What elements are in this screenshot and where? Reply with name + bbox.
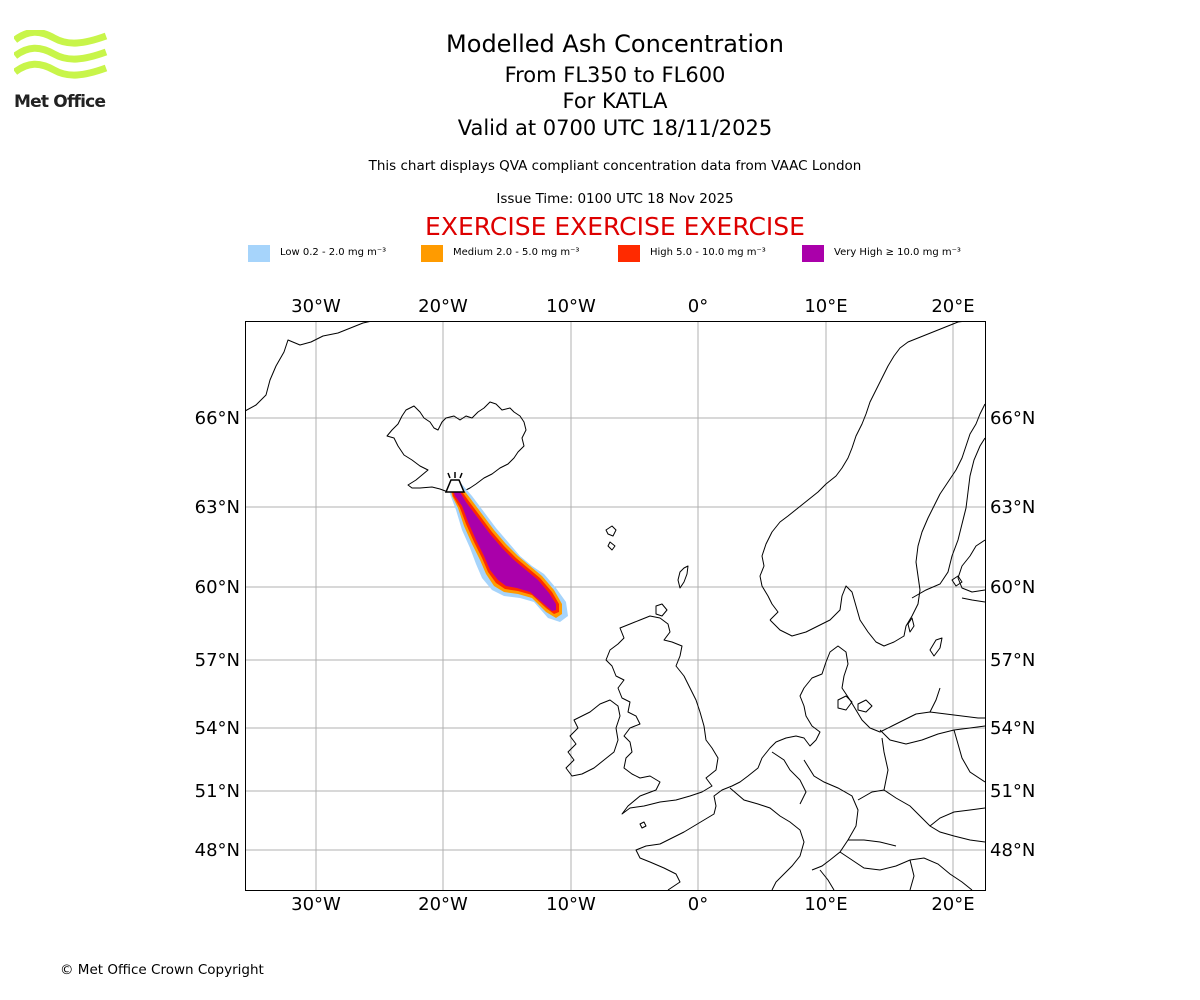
description: This chart displays QVA compliant concen… xyxy=(368,158,862,174)
coast-great-britain xyxy=(605,615,719,815)
lon-label-top-0: 0° xyxy=(688,296,708,317)
graticule xyxy=(245,321,985,890)
lat-label-left-51n: 51°N xyxy=(195,781,240,802)
volcano-name: For KATLA xyxy=(562,89,668,113)
legend-label-low: Low 0.2 - 2.0 mg m⁻³ xyxy=(280,247,387,258)
lat-label-left-63n: 63°N xyxy=(195,497,240,518)
met-office-logo: Met Office xyxy=(12,28,108,112)
valid-time: Valid at 0700 UTC 18/11/2025 xyxy=(457,116,773,140)
lon-label-bottom-20w: 20°W xyxy=(418,894,468,915)
copyright: © Met Office Crown Copyright xyxy=(60,962,264,978)
lat-label-right-63n: 63°N xyxy=(990,497,1035,518)
coastlines xyxy=(245,321,985,890)
lon-label-bottom-20e: 20°E xyxy=(931,894,974,915)
level-range: From FL350 to FL600 xyxy=(504,63,726,87)
lat-label-right-48n: 48°N xyxy=(990,840,1035,861)
coast-iceland xyxy=(386,401,527,493)
lon-label-bottom-30w: 30°W xyxy=(291,894,341,915)
coast-continent xyxy=(635,645,985,890)
lon-label-top-20w: 20°W xyxy=(418,296,468,317)
lat-label-left-57n: 57°N xyxy=(195,650,240,671)
coast-norway xyxy=(759,321,967,621)
coast-faroe xyxy=(605,525,617,537)
legend-swatch-low xyxy=(248,245,270,262)
coast-ireland xyxy=(565,699,621,777)
issue-time: Issue Time: 0100 UTC 18 Nov 2025 xyxy=(496,191,734,207)
plume-very-high xyxy=(452,487,556,611)
coast-shetland xyxy=(677,565,689,589)
chart-title: Modelled Ash Concentration xyxy=(446,30,784,58)
legend-label-high: High 5.0 - 10.0 mg m⁻³ xyxy=(650,247,766,258)
met-office-wave-icon xyxy=(12,28,108,79)
lat-label-right-54n: 54°N xyxy=(990,718,1035,739)
lat-label-left-66n: 66°N xyxy=(195,408,240,429)
lat-label-right-60n: 60°N xyxy=(990,577,1035,598)
lat-label-left-54n: 54°N xyxy=(195,718,240,739)
lat-label-right-66n: 66°N xyxy=(990,408,1035,429)
lat-label-left-60n: 60°N xyxy=(195,577,240,598)
lon-label-bottom-10w: 10°W xyxy=(546,894,596,915)
coast-finland xyxy=(957,539,985,593)
lon-label-top-10w: 10°W xyxy=(546,296,596,317)
legend-label-medium: Medium 2.0 - 5.0 mg m⁻³ xyxy=(453,247,580,258)
lon-label-top-30w: 30°W xyxy=(291,296,341,317)
ash-plume xyxy=(449,482,568,622)
coast-greenland xyxy=(245,321,373,412)
lon-label-top-20e: 20°E xyxy=(931,296,974,317)
lon-label-top-10e: 10°E xyxy=(804,296,847,317)
country-borders xyxy=(729,437,985,890)
coast-sweden xyxy=(769,403,985,647)
volcano-icon xyxy=(444,472,466,493)
map-frame xyxy=(245,321,986,891)
exercise-banner: EXERCISE EXERCISE EXERCISE xyxy=(425,212,805,241)
legend-swatch-very-high xyxy=(802,245,824,262)
lon-label-bottom-10e: 10°E xyxy=(804,894,847,915)
lat-label-left-48n: 48°N xyxy=(195,840,240,861)
legend-swatch-high xyxy=(618,245,640,262)
logo-text: Met Office xyxy=(14,92,106,112)
lon-label-bottom-0: 0° xyxy=(688,894,708,915)
lat-label-right-57n: 57°N xyxy=(990,650,1035,671)
lat-label-right-51n: 51°N xyxy=(990,781,1035,802)
legend-label-very-high: Very High ≥ 10.0 mg m⁻³ xyxy=(834,247,961,258)
legend-swatch-medium xyxy=(421,245,443,262)
